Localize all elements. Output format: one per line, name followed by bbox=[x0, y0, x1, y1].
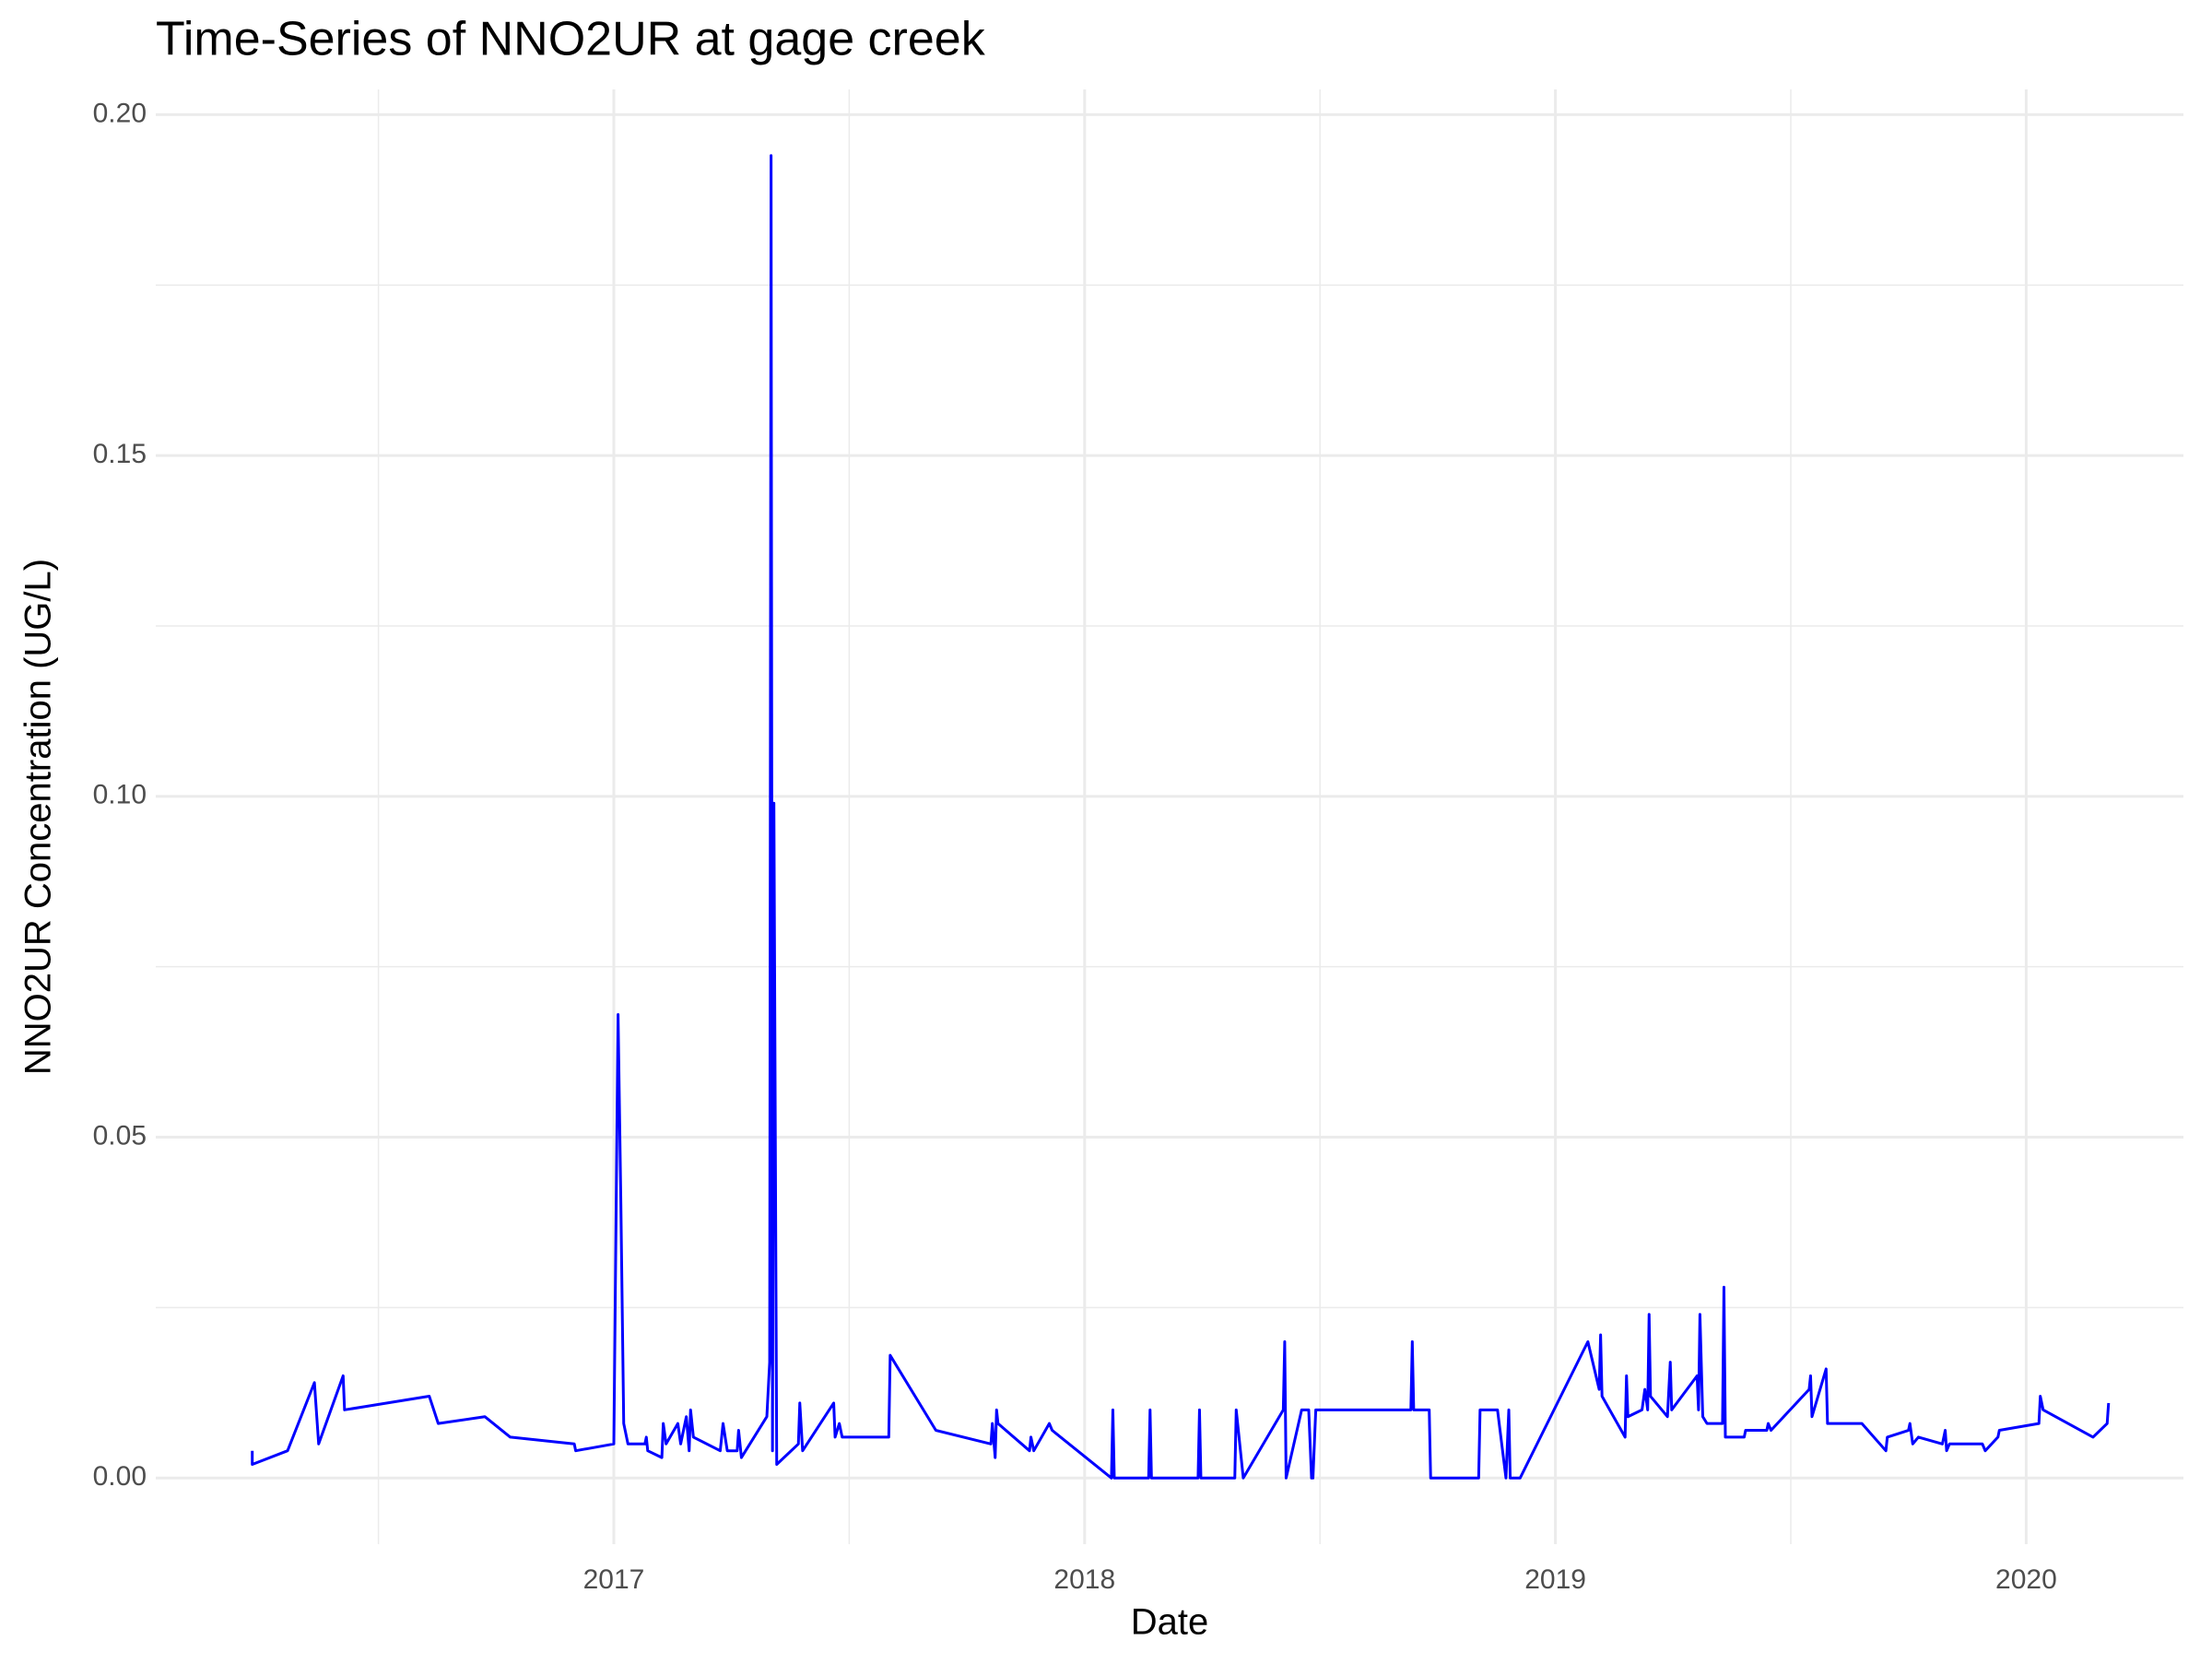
y-axis-title: NNO2UR Concentration (UG/L) bbox=[18, 559, 59, 1075]
data-line bbox=[251, 154, 2111, 1480]
chart-title: Time-Series of NNO2UR at gage creek bbox=[156, 13, 986, 66]
y-tick-label: 0.00 bbox=[93, 1461, 147, 1492]
y-tick-label: 0.05 bbox=[93, 1120, 147, 1151]
y-tick-label: 0.20 bbox=[93, 98, 147, 128]
y-tick-label: 0.10 bbox=[93, 780, 147, 810]
y-tick-label: 0.15 bbox=[93, 439, 147, 469]
x-tick-label: 2018 bbox=[1053, 1564, 1115, 1595]
x-tick-label: 2017 bbox=[583, 1564, 645, 1595]
grid bbox=[156, 89, 2183, 1544]
x-tick-label: 2020 bbox=[1995, 1564, 2057, 1595]
x-tick-label: 2019 bbox=[1524, 1564, 1586, 1595]
x-axis-title: Date bbox=[1131, 1602, 1209, 1643]
